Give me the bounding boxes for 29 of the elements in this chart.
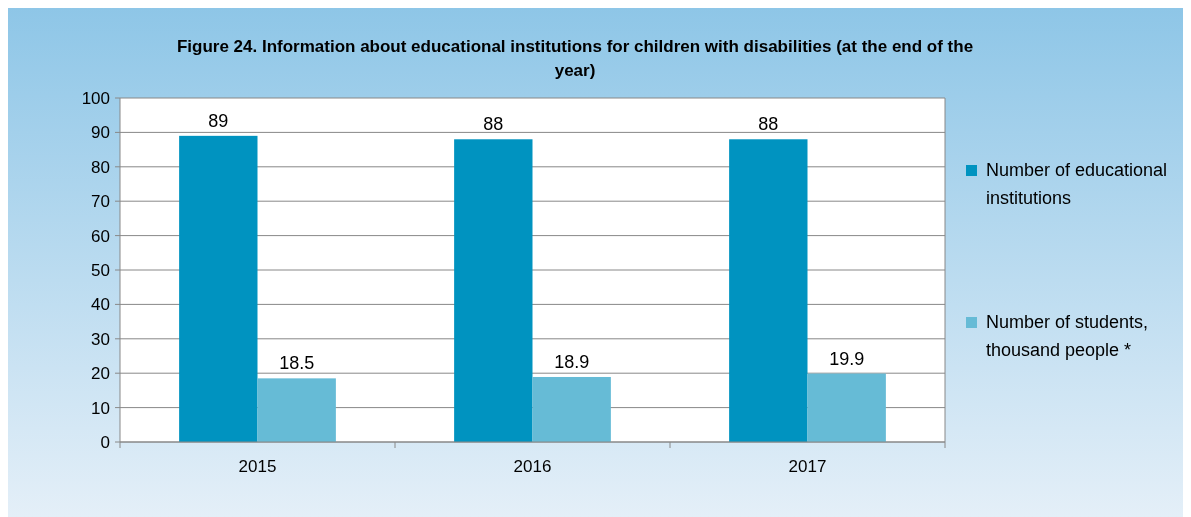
chart-title: Figure 24. Information about educational institutions for children with disabilities (at the end of the year) [176,37,974,80]
bar [532,376,611,442]
legend-label: Number of students, thousand people * [986,312,1149,360]
x-tick-label: 2016 [513,457,552,476]
bar [179,135,258,442]
data-label: 19.9 [829,348,865,369]
x-tick-label: 2017 [788,457,827,476]
x-tick-label: 2015 [238,457,277,476]
bar [454,139,533,442]
y-tick-label: 50 [91,260,110,280]
y-tick-label: 0 [100,432,110,452]
data-label: 18.9 [554,351,590,372]
y-tick-label: 80 [91,157,110,177]
y-tick-label: 100 [81,88,110,108]
legend-label: Number of educational institutions [986,160,1168,208]
data-label: 89 [208,110,229,131]
y-tick-label: 10 [91,398,110,418]
data-label: 18.5 [279,353,315,374]
y-tick-label: 30 [91,329,110,349]
y-tick-label: 70 [91,192,110,212]
y-tick-label: 40 [91,295,110,315]
bar [807,373,886,442]
bar [729,139,808,442]
y-tick-label: 60 [91,226,110,246]
data-label: 88 [758,114,779,135]
bar [257,378,336,442]
y-tick-label: 90 [91,123,110,143]
data-label: 88 [483,114,504,135]
y-tick-label: 20 [91,364,110,384]
